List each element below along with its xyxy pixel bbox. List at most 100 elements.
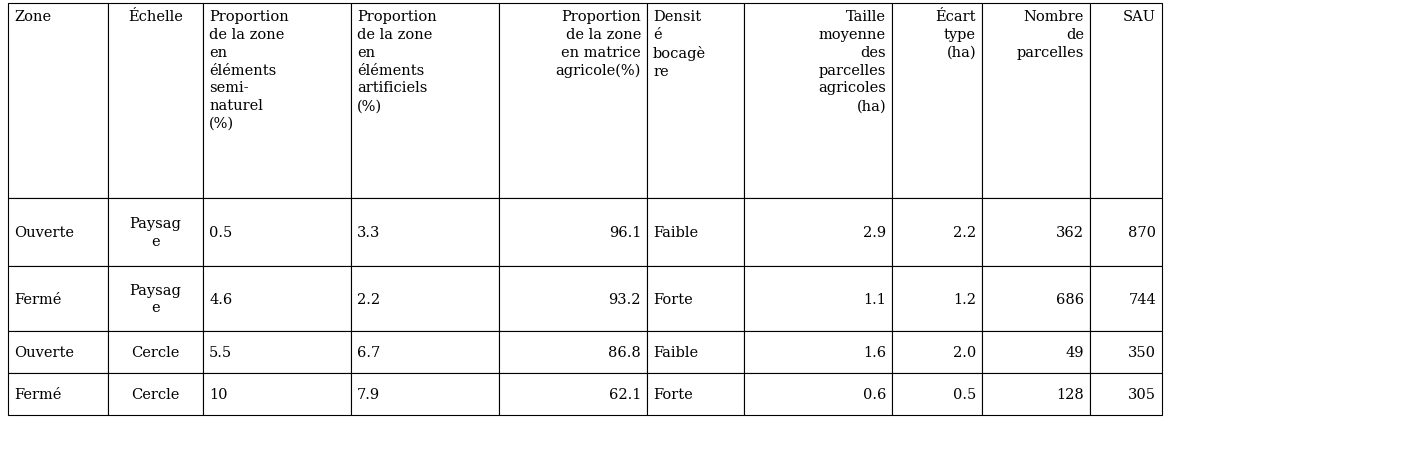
Text: Forte: Forte [653, 387, 693, 401]
Bar [1090, 4, 1162, 198]
Bar [499, 373, 648, 415]
Text: SAU: SAU [1124, 10, 1156, 24]
Text: Proportion
de la zone
en
éléments
semi-
naturel
(%): Proportion de la zone en éléments semi- … [208, 10, 289, 131]
Text: 0.5: 0.5 [208, 226, 232, 239]
Bar [891, 373, 982, 415]
Bar [648, 4, 744, 198]
Bar [1090, 267, 1162, 331]
Bar [203, 331, 351, 373]
Bar [891, 267, 982, 331]
Text: 62.1: 62.1 [609, 387, 640, 401]
Bar [203, 198, 351, 267]
Text: Paysag
e: Paysag e [129, 283, 181, 315]
Text: 49: 49 [1066, 345, 1084, 359]
Bar [108, 267, 203, 331]
Bar [9, 331, 108, 373]
Bar [1090, 331, 1162, 373]
Bar [648, 198, 744, 267]
Text: Échelle: Échelle [128, 10, 183, 24]
Text: 3.3: 3.3 [357, 226, 380, 239]
Bar [499, 198, 648, 267]
Text: Cercle: Cercle [132, 387, 180, 401]
Text: 1.1: 1.1 [863, 292, 886, 306]
Bar [351, 373, 499, 415]
Bar [203, 4, 351, 198]
Bar [982, 198, 1090, 267]
Bar [982, 331, 1090, 373]
Text: Cercle: Cercle [132, 345, 180, 359]
Bar [648, 331, 744, 373]
Text: 86.8: 86.8 [608, 345, 640, 359]
Text: 362: 362 [1056, 226, 1084, 239]
Text: 10: 10 [208, 387, 228, 401]
Bar [108, 373, 203, 415]
Bar [108, 331, 203, 373]
Bar [9, 373, 108, 415]
Text: 2.2: 2.2 [357, 292, 380, 306]
Text: 93.2: 93.2 [608, 292, 640, 306]
Bar [108, 198, 203, 267]
Bar [1090, 198, 1162, 267]
Text: Faible: Faible [653, 345, 699, 359]
Bar [499, 4, 648, 198]
Text: Paysag
e: Paysag e [129, 217, 181, 248]
Text: 2.2: 2.2 [952, 226, 976, 239]
Text: Forte: Forte [653, 292, 693, 306]
Bar [9, 267, 108, 331]
Text: 686: 686 [1056, 292, 1084, 306]
Text: Fermé: Fermé [14, 292, 61, 306]
Text: Ouverte: Ouverte [14, 226, 74, 239]
Text: 96.1: 96.1 [609, 226, 640, 239]
Bar [982, 267, 1090, 331]
Bar [351, 4, 499, 198]
Text: Ouverte: Ouverte [14, 345, 74, 359]
Bar [9, 4, 108, 198]
Text: 0.6: 0.6 [863, 387, 886, 401]
Text: 128: 128 [1056, 387, 1084, 401]
Bar [744, 331, 891, 373]
Bar [203, 373, 351, 415]
Bar [1090, 373, 1162, 415]
Text: Zone: Zone [14, 10, 51, 24]
Bar [744, 4, 891, 198]
Text: Faible: Faible [653, 226, 699, 239]
Text: 744: 744 [1128, 292, 1156, 306]
Bar [499, 267, 648, 331]
Text: 0.5: 0.5 [952, 387, 976, 401]
Bar [744, 267, 891, 331]
Text: Fermé: Fermé [14, 387, 61, 401]
Text: Proportion
de la zone
en matrice
agricole(%): Proportion de la zone en matrice agricol… [555, 10, 640, 78]
Bar [744, 373, 891, 415]
Text: 870: 870 [1128, 226, 1156, 239]
Bar [499, 331, 648, 373]
Text: 5.5: 5.5 [208, 345, 232, 359]
Text: 2.9: 2.9 [863, 226, 886, 239]
Bar [891, 198, 982, 267]
Text: Écart
type
(ha): Écart type (ha) [935, 10, 976, 60]
Bar [982, 4, 1090, 198]
Bar [982, 373, 1090, 415]
Text: 305: 305 [1128, 387, 1156, 401]
Bar [108, 4, 203, 198]
Text: 350: 350 [1128, 345, 1156, 359]
Bar [744, 198, 891, 267]
Bar [9, 198, 108, 267]
Text: 4.6: 4.6 [208, 292, 232, 306]
Bar [648, 267, 744, 331]
Text: Taille
moyenne
des
parcelles
agricoles
(ha): Taille moyenne des parcelles agricoles (… [818, 10, 886, 113]
Bar [351, 198, 499, 267]
Bar [351, 331, 499, 373]
Bar [891, 4, 982, 198]
Bar [351, 267, 499, 331]
Bar [648, 373, 744, 415]
Text: Proportion
de la zone
en
éléments
artificiels
(%): Proportion de la zone en éléments artifi… [357, 10, 436, 113]
Text: Nombre
de
parcelles: Nombre de parcelles [1016, 10, 1084, 60]
Text: 1.2: 1.2 [954, 292, 976, 306]
Bar [203, 267, 351, 331]
Text: 1.6: 1.6 [863, 345, 886, 359]
Text: 2.0: 2.0 [952, 345, 976, 359]
Text: Densit
é
bocagè
re: Densit é bocagè re [653, 10, 706, 79]
Text: 6.7: 6.7 [357, 345, 380, 359]
Bar [891, 331, 982, 373]
Text: 7.9: 7.9 [357, 387, 380, 401]
